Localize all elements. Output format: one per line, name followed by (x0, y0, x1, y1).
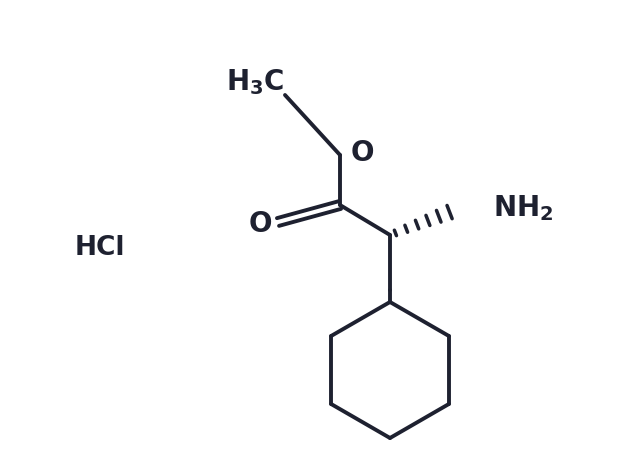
Text: O: O (350, 139, 374, 167)
Text: O: O (248, 210, 272, 238)
Text: $\mathregular{H_3C}$: $\mathregular{H_3C}$ (226, 67, 284, 97)
Text: $\mathregular{NH_2}$: $\mathregular{NH_2}$ (493, 193, 554, 223)
Text: HCl: HCl (75, 235, 125, 261)
